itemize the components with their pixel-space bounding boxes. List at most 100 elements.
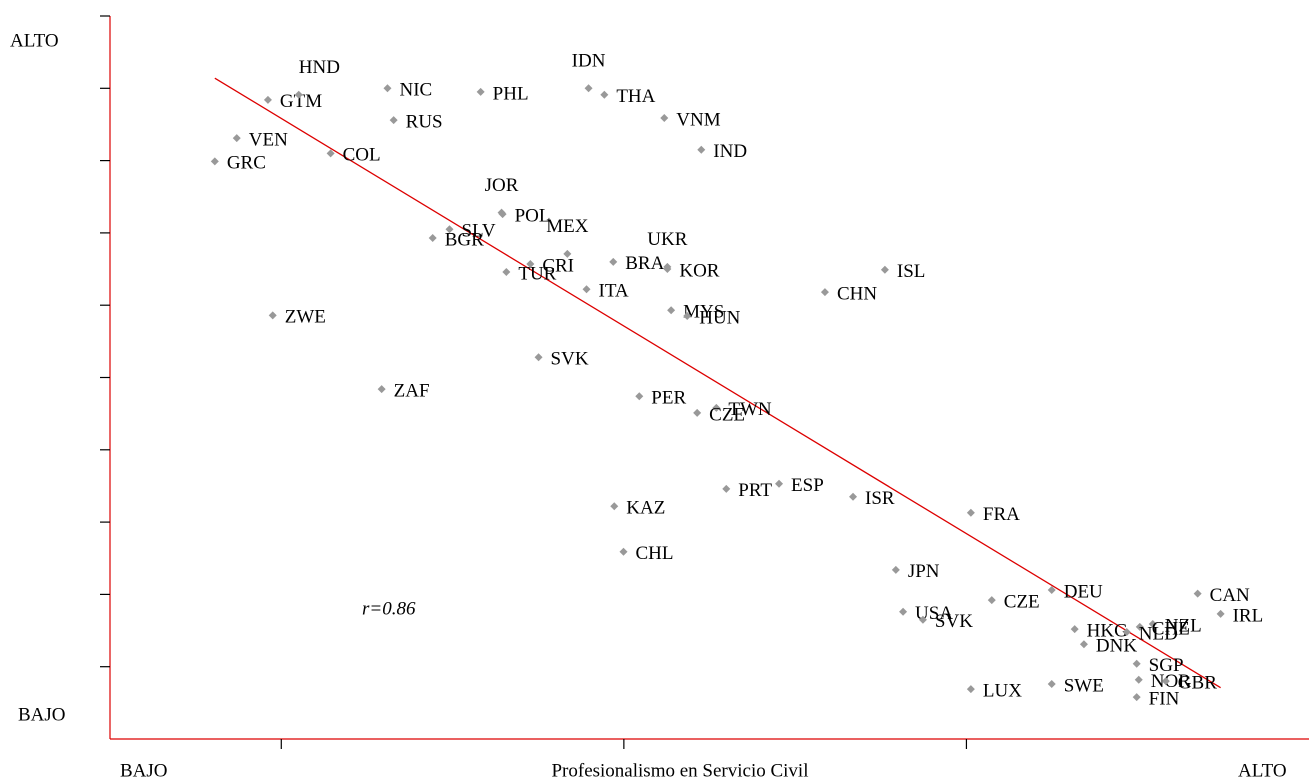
point	[534, 353, 543, 362]
point-label: BRA	[625, 253, 664, 274]
point	[582, 285, 591, 294]
point-label: THA	[616, 86, 655, 107]
point-label: PHL	[493, 83, 529, 104]
point	[498, 210, 507, 219]
point-label: NIC	[399, 80, 432, 101]
point-label: TWN	[728, 399, 772, 420]
point-label: SVK	[551, 349, 589, 370]
point-label: ISL	[897, 261, 926, 282]
point	[502, 267, 511, 276]
point	[987, 596, 996, 605]
point	[476, 87, 485, 96]
point	[660, 113, 669, 122]
y-high-label: ALTO	[10, 30, 59, 51]
point-label: TUR	[518, 263, 556, 284]
point-label: NLD	[1139, 623, 1178, 644]
point	[693, 408, 702, 417]
point	[526, 259, 535, 268]
point-label: HKG	[1087, 620, 1128, 641]
point-label: DNK	[1096, 636, 1137, 657]
point-label: HND	[299, 57, 340, 78]
x-axis-label: Profesionalismo en Servicio Civil	[551, 760, 808, 781]
point	[1161, 677, 1170, 686]
point	[619, 547, 628, 556]
point	[683, 312, 692, 321]
point-label: KOR	[679, 260, 719, 281]
point-label: GBR	[1178, 673, 1217, 694]
point-label: MYS	[683, 302, 724, 323]
point-label: VEN	[249, 130, 288, 151]
point	[966, 685, 975, 694]
point	[268, 311, 277, 320]
point-label: MEX	[546, 216, 589, 237]
point-label: LUX	[983, 680, 1022, 701]
point	[232, 134, 241, 143]
point	[294, 90, 303, 99]
point-label: CHE	[1152, 618, 1190, 639]
point	[563, 249, 572, 258]
point-label: ITA	[599, 281, 629, 302]
point-label: ZAF	[394, 380, 430, 401]
point	[1135, 622, 1144, 631]
point	[1132, 659, 1141, 668]
point-label: SVK	[935, 611, 973, 632]
point-label: FRA	[983, 504, 1020, 525]
trend-line	[214, 77, 1221, 689]
point-label: RUS	[406, 111, 443, 132]
point	[1148, 620, 1157, 629]
point-label: IDN	[572, 51, 606, 72]
point	[667, 306, 676, 315]
point	[210, 157, 219, 166]
point-label: JOR	[485, 175, 519, 196]
point	[428, 233, 437, 242]
point	[600, 90, 609, 99]
point-label: JPN	[908, 561, 940, 582]
point	[775, 479, 784, 488]
point	[445, 225, 454, 234]
point-label: CAN	[1210, 585, 1250, 606]
point	[1047, 680, 1056, 689]
point-label: IRL	[1233, 605, 1264, 626]
point	[377, 385, 386, 394]
point	[1193, 589, 1202, 598]
x-high-label: ALTO	[1238, 760, 1287, 781]
point-label: CHL	[636, 543, 674, 564]
point-label: NOR	[1151, 671, 1191, 692]
point-label: PRT	[738, 480, 772, 501]
point	[635, 392, 644, 401]
point-label: CZE	[1004, 592, 1040, 613]
point-label: BGR	[445, 229, 484, 250]
point	[1122, 627, 1131, 636]
point-label: DEU	[1064, 581, 1103, 602]
point-label: COL	[343, 145, 381, 166]
point-label: CZE	[709, 404, 745, 425]
point-label: FIN	[1149, 688, 1180, 709]
point	[899, 607, 908, 616]
point-label: IND	[713, 141, 747, 162]
point	[263, 95, 272, 104]
point	[1132, 693, 1141, 702]
point-label: ISR	[865, 488, 895, 509]
point-label: SGP	[1149, 655, 1184, 676]
point	[1134, 675, 1143, 684]
point	[849, 492, 858, 501]
point	[1216, 609, 1225, 618]
y-low-label: BAJO	[18, 704, 66, 725]
point-label: CHN	[837, 284, 877, 305]
point	[609, 257, 618, 266]
x-low-label: BAJO	[120, 760, 168, 781]
point	[722, 484, 731, 493]
point	[820, 288, 829, 297]
annotation: r=0.86	[362, 598, 416, 619]
point-label: NZL	[1165, 615, 1202, 636]
point-label: KAZ	[626, 498, 665, 519]
point-label: ESP	[791, 475, 824, 496]
point	[584, 84, 593, 93]
point-label: VNM	[676, 109, 720, 130]
point-label: SWE	[1064, 675, 1104, 696]
point	[880, 265, 889, 274]
point	[918, 615, 927, 624]
point	[663, 265, 672, 274]
point	[610, 502, 619, 511]
